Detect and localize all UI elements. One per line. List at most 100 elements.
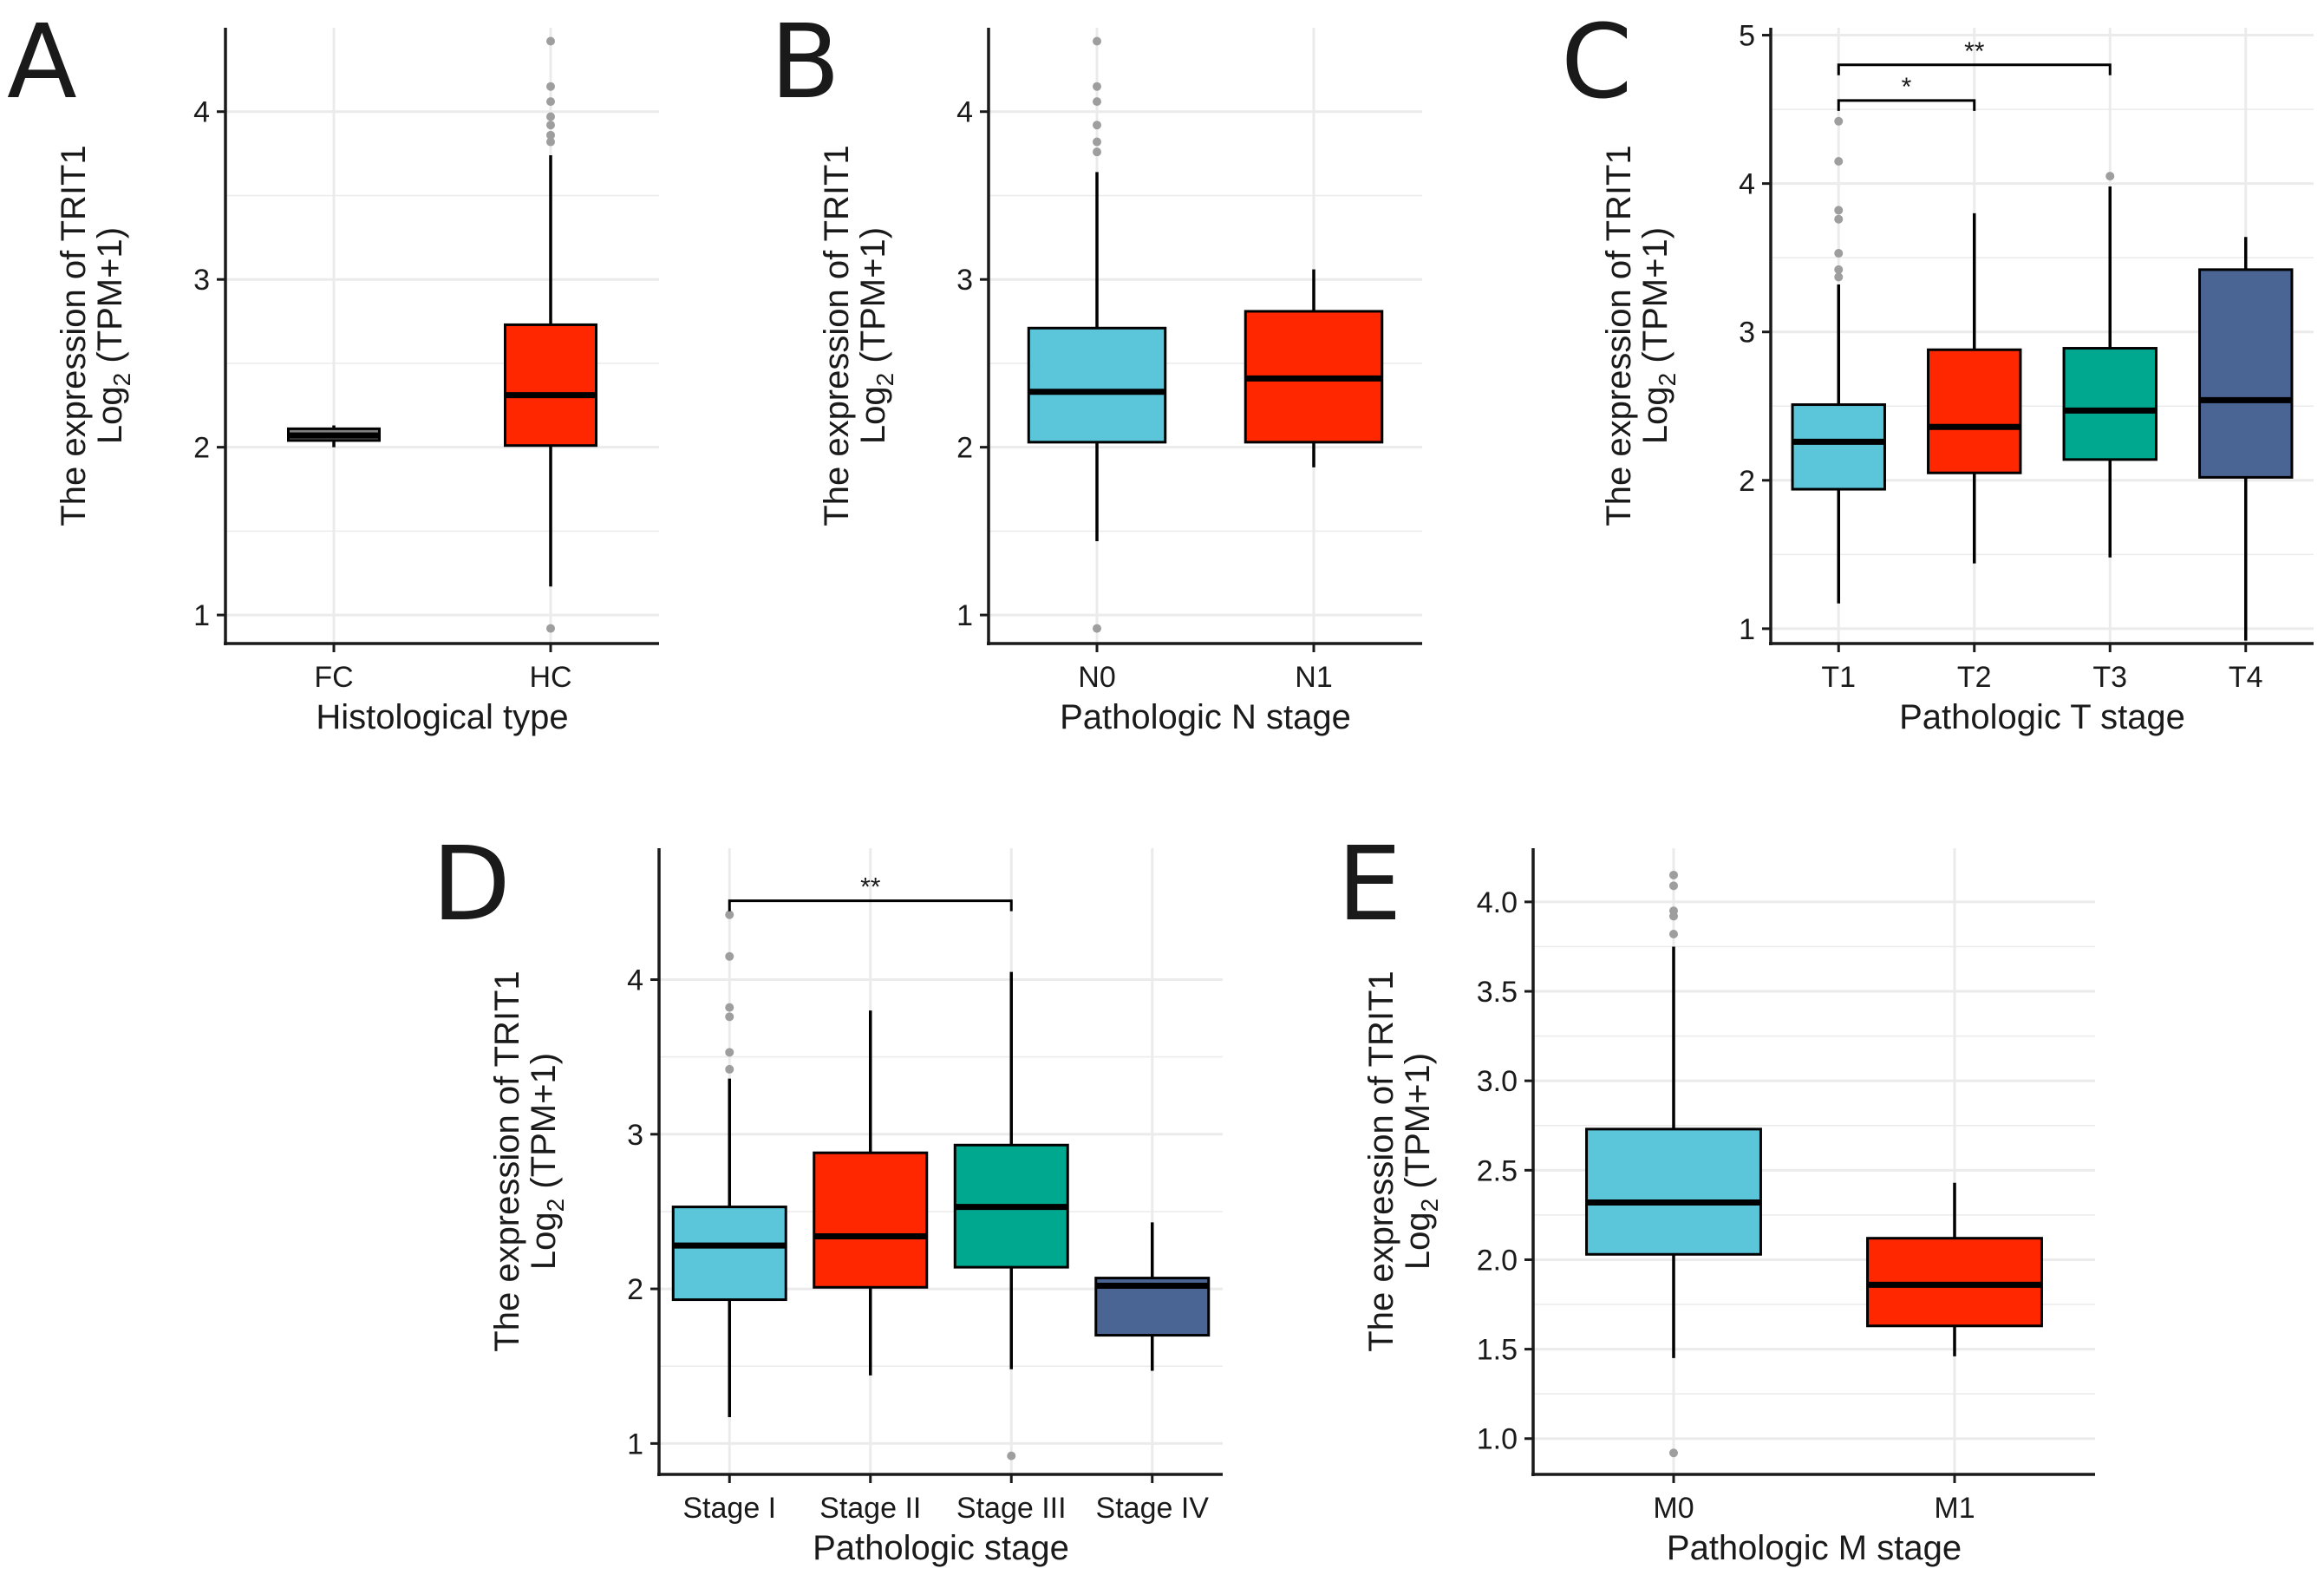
outlier-point <box>1834 116 1844 126</box>
panel-A: A 1 2 3 4 FC HC Histological type The expressio… <box>7 2 659 736</box>
box-iqr <box>504 323 597 448</box>
y-tick-label: 4 <box>193 96 210 129</box>
outlier-point <box>1834 249 1844 258</box>
y-tick-label: 3.0 <box>1477 1065 1518 1098</box>
significance-bracket: ** <box>1837 37 2112 75</box>
y-axis-title-subscript: 2 <box>108 373 135 387</box>
panel-label-B: B <box>770 2 840 121</box>
y-tick-label: 4 <box>956 96 973 129</box>
significance-bracket: * <box>1837 73 1976 111</box>
chart-E: 1.0 1.5 2.0 2.5 3.0 3.5 4.0 M0 M1 Pathologic M st… <box>1362 848 2095 1567</box>
y-tick-label: 1 <box>193 599 210 632</box>
box-iqr <box>813 1151 929 1289</box>
y-axis-title-unit: (TPM+1) <box>1636 227 1674 373</box>
y-tick-label: 3 <box>956 264 973 297</box>
box-t1 <box>1791 116 1886 604</box>
y-axis-title-log: Log <box>91 386 129 444</box>
outlier-point <box>2105 172 2115 181</box>
box-t4 <box>2198 237 2294 641</box>
box-iqr <box>671 1206 787 1302</box>
panel-label-C: C <box>1561 2 1632 121</box>
y-axis-title-line1: The expression of TRIT1 <box>818 145 856 526</box>
x-tick-label: M0 <box>1653 1492 1694 1525</box>
x-tick-label: FC <box>314 661 353 694</box>
x-tick-label: T2 <box>1957 661 1992 694</box>
y-axis-title-line1: The expression of TRIT1 <box>1600 145 1638 526</box>
bracket-line <box>728 899 1013 912</box>
y-axis-title-line2: Log2 (TPM+1) <box>91 227 135 444</box>
x-axis-title: Pathologic stage <box>813 1529 1069 1567</box>
outlier-point <box>1834 272 1844 282</box>
y-axis-title-log: Log <box>525 1212 563 1270</box>
y-tick-label: 1.5 <box>1477 1334 1518 1367</box>
outlier-point <box>1834 156 1844 166</box>
y-tick-label: 1.0 <box>1477 1423 1518 1456</box>
significance-label: ** <box>1964 37 1985 66</box>
y-tick-label: 4 <box>1739 168 1755 201</box>
y-axis-title-line2: Log2 (TPM+1) <box>1399 1053 1443 1270</box>
y-tick-label: 3 <box>193 264 210 297</box>
y-tick-label: 4 <box>627 964 643 997</box>
box-t2 <box>1927 212 2022 564</box>
x-tick-label: Stage I <box>682 1492 776 1525</box>
box-hc <box>504 36 597 633</box>
y-tick-label: 1 <box>627 1428 643 1461</box>
outlier-point <box>1669 881 1678 891</box>
outlier-point <box>725 1064 734 1074</box>
panel-E: E 1.0 1.5 2.0 2.5 3.0 3.5 4.0 M0 M1 Pathologic M … <box>1337 824 2095 1567</box>
y-axis-title-subscript: 2 <box>542 1199 569 1212</box>
chart-A: 1 2 3 4 FC HC Histological type The expression … <box>55 28 659 736</box>
y-axis-title-line1: The expression of TRIT1 <box>488 970 526 1351</box>
outlier-point <box>1093 137 1101 147</box>
box-stage-ii <box>813 1010 929 1376</box>
y-axis-title-log: Log <box>1399 1212 1437 1270</box>
outlier-point <box>725 1003 734 1012</box>
y-axis-title-line2: Log2 (TPM+1) <box>525 1053 569 1270</box>
outlier-point <box>546 121 555 130</box>
y-axis-title-unit: (TPM+1) <box>854 227 892 373</box>
y-tick-label: 4.0 <box>1477 886 1518 919</box>
y-axis-title-line1: The expression of TRIT1 <box>1362 970 1400 1351</box>
outlier-point <box>1007 1451 1016 1461</box>
outlier-point <box>725 910 734 919</box>
x-tick-label: HC <box>529 661 571 694</box>
outlier-point <box>1669 1448 1678 1458</box>
y-axis-title-log: Log <box>1636 386 1674 444</box>
y-axis-title-unit: (TPM+1) <box>1399 1053 1437 1199</box>
y-axis-title-log: Log <box>854 386 892 444</box>
x-tick-label: N1 <box>1295 661 1332 694</box>
panel-label-A: A <box>7 2 77 121</box>
x-axis-title: Pathologic M stage <box>1667 1529 1962 1567</box>
y-tick-label: 2 <box>627 1273 643 1306</box>
outlier-point <box>1669 906 1678 916</box>
bracket-line <box>1837 99 1976 111</box>
box-iqr <box>1027 326 1167 444</box>
outlier-point <box>1093 82 1101 91</box>
panel-D: D 1 2 3 4 Stage I Stage II Stage III Stage IV Pa… <box>432 824 1223 1567</box>
x-tick-label: M1 <box>1934 1492 1975 1525</box>
x-axis-title: Pathologic T stage <box>1899 698 2185 736</box>
x-tick-label: Stage II <box>819 1492 921 1525</box>
box-stage-iv <box>1094 1222 1211 1371</box>
box-stage-iii <box>953 971 1069 1461</box>
box-iqr <box>2062 347 2158 461</box>
y-axis-title-line2: Log2 (TPM+1) <box>1636 227 1681 444</box>
x-tick-label: Stage IV <box>1096 1492 1210 1525</box>
box-stage-i <box>671 910 787 1418</box>
bracket-line <box>1837 63 2112 75</box>
x-tick-label: N0 <box>1078 661 1115 694</box>
box-m1 <box>1866 1182 2043 1356</box>
x-tick-label: Stage III <box>956 1492 1067 1525</box>
outlier-point <box>546 624 555 633</box>
gridlines <box>989 28 1422 644</box>
gridlines <box>659 848 1223 1474</box>
outlier-point <box>1093 147 1101 157</box>
outlier-point <box>1093 624 1101 633</box>
y-tick-label: 2 <box>956 432 973 465</box>
outlier-point <box>1669 870 1678 879</box>
x-tick-label: T1 <box>1821 661 1856 694</box>
y-tick-label: 3 <box>627 1119 643 1152</box>
